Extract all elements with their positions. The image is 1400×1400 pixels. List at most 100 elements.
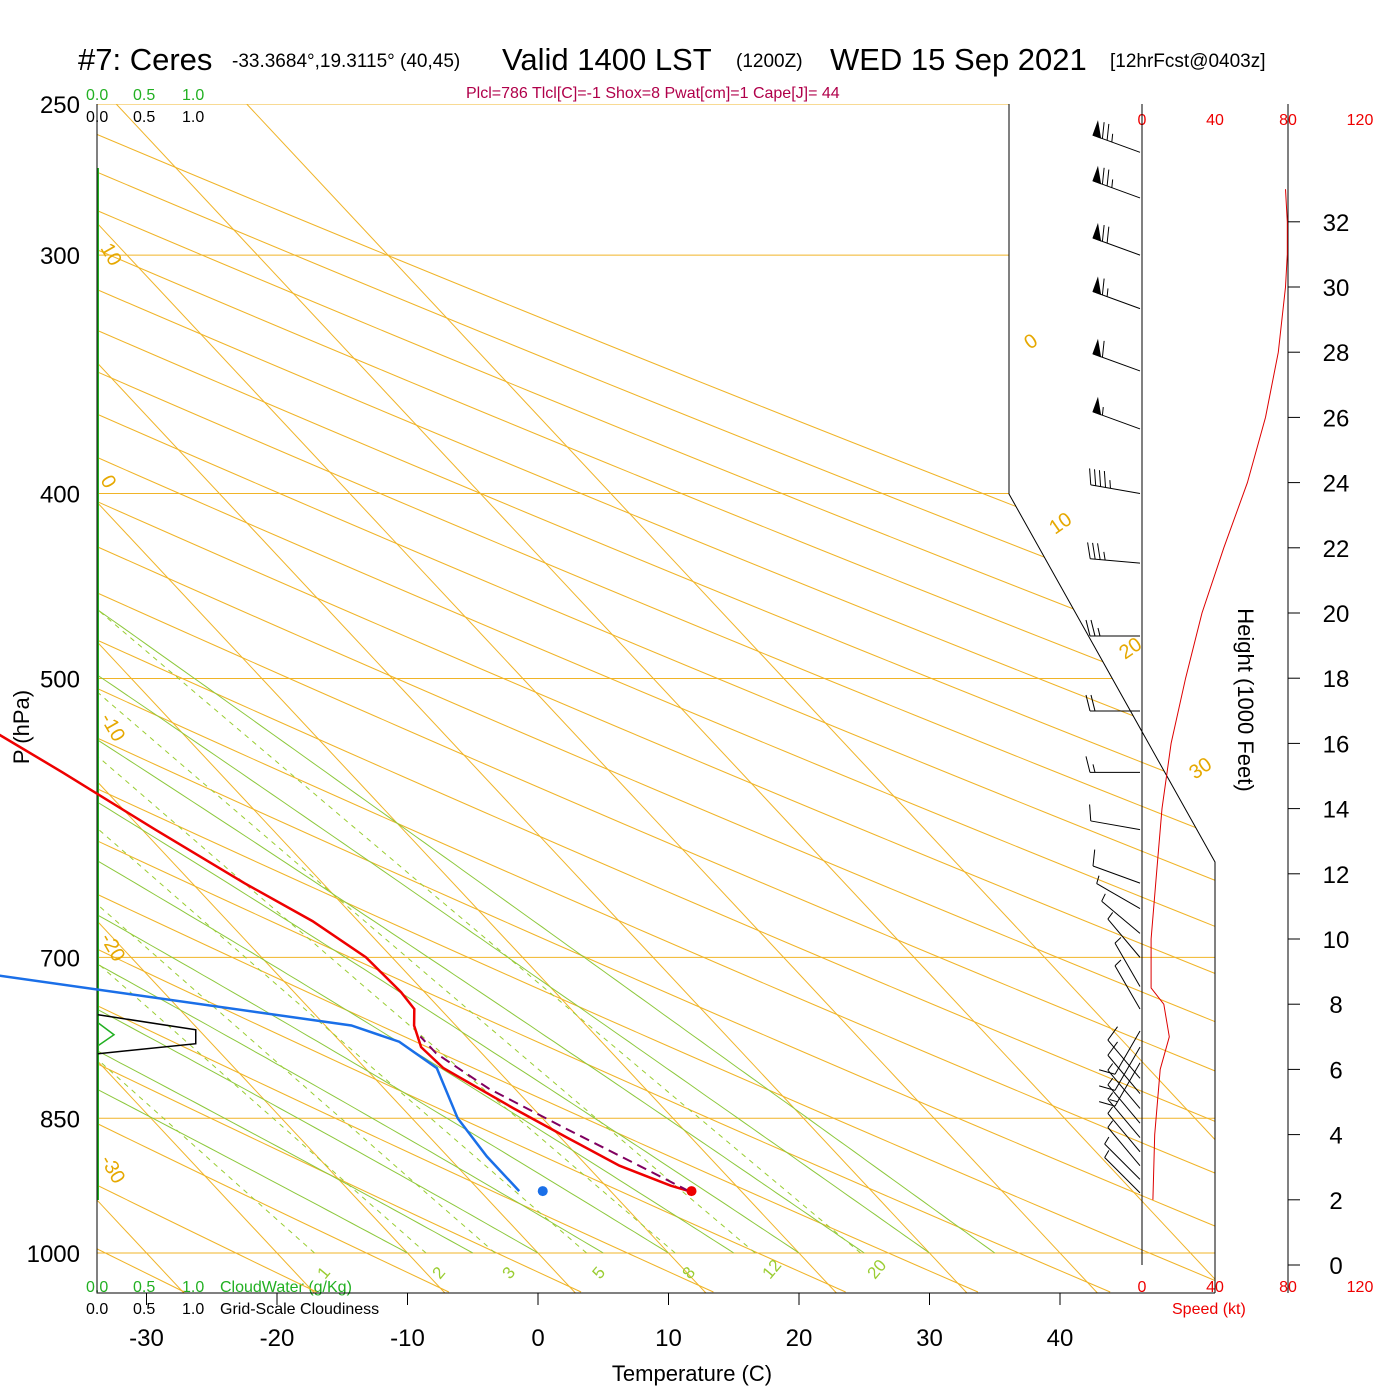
dry-adiabat	[97, 104, 1215, 1293]
wind-barb	[1092, 165, 1141, 199]
title-utc: (1200Z)	[736, 51, 803, 72]
mixing-ratio-line	[97, 493, 427, 1254]
temp-tick-label: 10	[655, 1325, 682, 1352]
wind-barb-half	[1107, 1077, 1114, 1086]
wind-barb	[1114, 959, 1141, 1010]
wind-barb	[1107, 1077, 1141, 1124]
wind-barb-shaft	[1114, 965, 1141, 1010]
isotherm-line	[97, 104, 446, 1293]
wind-barb	[1092, 222, 1141, 256]
dry-adiabat	[97, 104, 1111, 1293]
mixing-ratio-label: 8	[679, 1263, 700, 1282]
speed-top-tick-1: 40	[1206, 112, 1224, 129]
moist-adiabat	[97, 104, 669, 1254]
wind-barb-full	[1085, 619, 1091, 637]
wind-barb	[1085, 756, 1140, 773]
moist-adiabat	[97, 104, 604, 1254]
speed-axis-label: Speed (kt)	[1172, 1301, 1246, 1318]
wind-barb-full	[1101, 167, 1105, 185]
wind-barb-shaft	[1114, 1046, 1141, 1091]
wind-barb-full	[1101, 224, 1105, 242]
dry-adiabat	[97, 104, 1215, 1293]
isotherm-line	[115, 104, 1215, 1293]
isotherm-label-right: 20	[1115, 633, 1146, 664]
cloud-scale-bottom-green-1: 0.5	[133, 1279, 155, 1296]
dry-adiabat	[97, 104, 1215, 1293]
isotherm-line	[97, 104, 315, 1293]
wind-barb-half	[1109, 1099, 1118, 1103]
wind-barb	[1107, 1106, 1141, 1153]
profiles-layer	[0, 733, 697, 1197]
dry-adiabat	[97, 104, 979, 1293]
wind-barb-full	[1099, 1101, 1116, 1107]
dry-adiabat	[97, 104, 1215, 1293]
height-tick-label: 28	[1323, 340, 1350, 367]
wind-barb-half	[1107, 1092, 1114, 1100]
wind-barb-full	[1101, 340, 1105, 358]
temp-tick-label: -30	[129, 1325, 164, 1352]
wind-barb-full	[1090, 694, 1096, 712]
wind-barb-full	[1107, 1041, 1118, 1056]
cloud-scale-top: 0.0 0.5 1.0 0.0 0.5 1.0	[86, 87, 204, 126]
isotherm-line	[97, 104, 576, 1293]
wind-barb	[1104, 1136, 1141, 1180]
cloud-scale-bottom-green-2: 1.0	[182, 1279, 204, 1296]
height-tick-label: 4	[1329, 1123, 1342, 1150]
wind-barb	[1099, 1046, 1141, 1091]
wind-barb	[1101, 893, 1141, 934]
isotherm-label-left: 0	[96, 472, 121, 493]
wind-barb	[1107, 1041, 1141, 1094]
cloud-scale-bottom-black-1: 0.5	[133, 1301, 155, 1318]
cloud-scale-bottom-black-0: 0.0	[86, 1301, 108, 1318]
cloud-scale-top-green-2: 1.0	[182, 87, 204, 104]
height-tick-label: 16	[1323, 731, 1350, 758]
wind-barb-flag	[1092, 396, 1102, 416]
isotherm-label-right: 10	[1045, 508, 1076, 539]
pressure-tick-label: 700	[40, 945, 80, 972]
wind-barb-shaft	[1107, 918, 1141, 958]
wind-barb	[1107, 1120, 1141, 1166]
parcel-profile	[419, 1035, 690, 1192]
wind-barb-full	[1098, 470, 1102, 487]
pressure-tick-label: 250	[40, 92, 80, 119]
wind-barb-half	[1104, 1136, 1110, 1145]
title-date: WED 15 Sep 2021	[830, 42, 1087, 77]
wind-barb-half	[1114, 959, 1122, 967]
dry-adiabat	[97, 104, 1215, 1293]
wind-barb-shaft	[1104, 1157, 1141, 1194]
mixing-ratio-label: 3	[499, 1263, 520, 1282]
title-valid: Valid 1400 LST	[502, 42, 712, 77]
surface-temperature-marker	[686, 1186, 697, 1197]
wind-barb-shaft	[1090, 820, 1141, 831]
temperature-profile	[0, 733, 690, 1193]
height-tick-label: 22	[1323, 536, 1350, 563]
title-forecast: [12hrFcst@0403z]	[1110, 51, 1266, 72]
height-tick-label: 2	[1329, 1188, 1342, 1215]
cloudiness-label: Grid-Scale Cloudiness	[220, 1301, 379, 1318]
height-tick-label: 10	[1323, 927, 1350, 954]
indices-line: Plcl=786 Tlcl[C]=-1 Shox=8 Pwat[cm]=1 Ca…	[466, 85, 840, 102]
wind-barb-flag	[1092, 120, 1102, 139]
wind-barb-half	[1111, 179, 1114, 188]
wind-barb-half	[1107, 912, 1114, 920]
x-axis-title: Temperature (C)	[612, 1361, 772, 1386]
wind-barb-full	[1087, 542, 1091, 559]
mixing-ratio-label: 2	[429, 1263, 450, 1282]
moist-adiabat	[97, 104, 996, 1254]
wind-barb-half	[1107, 1106, 1114, 1114]
wind-barb-flag	[1092, 222, 1102, 242]
wind-barb-shaft	[1090, 484, 1141, 495]
moist-adiabat	[97, 104, 474, 1254]
wind-barb-shaft	[1107, 1069, 1141, 1109]
wind-barb-full	[1090, 619, 1096, 637]
title-station: #7: Ceres	[78, 42, 212, 77]
isotherm-line	[97, 104, 1098, 1293]
height-tick-label: 0	[1329, 1253, 1342, 1280]
wind-barb-shaft	[1096, 883, 1141, 910]
wind-barb-half	[1092, 764, 1096, 773]
dry-adiabat	[97, 104, 1215, 1293]
wind-barb	[1089, 468, 1141, 495]
wind-barb-half	[1103, 551, 1106, 561]
dry-adiabat	[97, 104, 1215, 1293]
cloud-scale-top-black-1: 0.5	[133, 109, 155, 126]
